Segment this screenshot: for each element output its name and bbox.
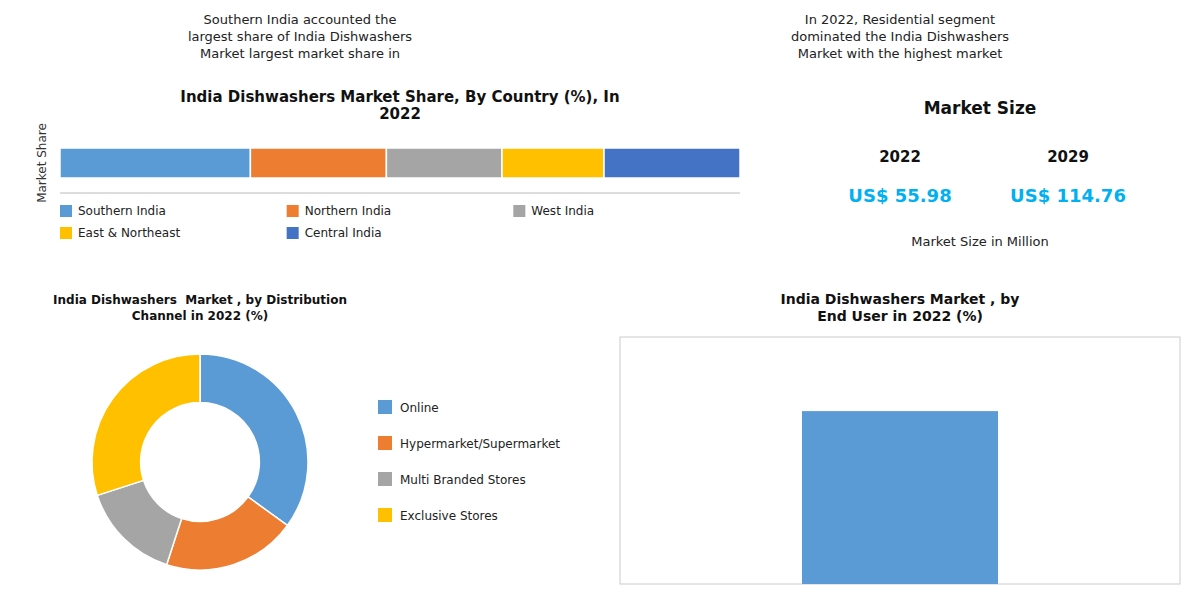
bars	[802, 411, 998, 584]
legend-label: Multi Branded Stores	[400, 473, 526, 487]
legend-label: Southern India	[78, 204, 166, 218]
legend-label: Online	[400, 401, 439, 415]
bar-segment	[60, 148, 250, 178]
legend-swatch	[513, 205, 525, 217]
donut-chart: India Dishwashers Market , by Distributi…	[53, 293, 560, 570]
legend-label: Exclusive Stores	[400, 509, 498, 523]
kpi-year: 2022	[879, 148, 921, 166]
legend-swatch	[378, 472, 392, 486]
legend-label: East & Northeast	[78, 226, 180, 240]
legend-swatch	[60, 205, 72, 217]
donut-slice	[200, 354, 308, 525]
bar-segment	[604, 148, 740, 178]
background	[0, 0, 1200, 600]
legend-swatch	[378, 508, 392, 522]
bar-chart: India Dishwashers Market , byEnd User in…	[620, 291, 1180, 584]
kpi-value: US$ 114.76	[1010, 185, 1126, 206]
legend-label: Northern India	[305, 204, 392, 218]
legend-swatch	[60, 227, 72, 239]
bar-segment	[250, 148, 386, 178]
donut-slice	[97, 480, 181, 564]
legend-swatch	[378, 400, 392, 414]
bars	[60, 148, 740, 178]
kpi-value: US$ 55.98	[848, 185, 951, 206]
plot-frame	[620, 337, 1180, 584]
chart-title: India Dishwashers Market Share, By Count…	[180, 88, 619, 123]
legend-swatch	[378, 436, 392, 450]
header-text: Southern India accounted thelargest shar…	[188, 12, 412, 61]
axis-label: Market Share	[35, 123, 49, 203]
legend-swatch	[287, 205, 299, 217]
donut-slice	[92, 354, 200, 495]
legend-swatch	[287, 227, 299, 239]
chart-title: India Dishwashers Market , by Distributi…	[53, 293, 347, 323]
kpi-panel: Market Size 2022 US$ 55.98 2029 US$ 114.76 Ma…	[848, 98, 1126, 249]
kpi-note: Market Size in Million	[911, 234, 1048, 249]
legend-label: West India	[531, 204, 594, 218]
bar-segment	[386, 148, 502, 178]
infographic: Southern India accounted thelargest shar…	[0, 0, 1200, 600]
header-text: In 2022, Residential segmentdominated th…	[791, 12, 1009, 61]
legend-label: Hypermarket/Supermarket	[400, 437, 560, 451]
x-axis-line	[60, 193, 740, 194]
kpi-year: 2029	[1047, 148, 1089, 166]
panel-title: Market Size	[924, 98, 1037, 118]
donut-slice	[167, 497, 288, 570]
bar	[802, 411, 998, 584]
stacked-bar-chart: India Dishwashers Market Share, By Count…	[35, 88, 740, 240]
legend-label: Central India	[305, 226, 382, 240]
bar-segment	[502, 148, 604, 178]
chart-title: India Dishwashers Market , byEnd User in…	[781, 291, 1020, 324]
